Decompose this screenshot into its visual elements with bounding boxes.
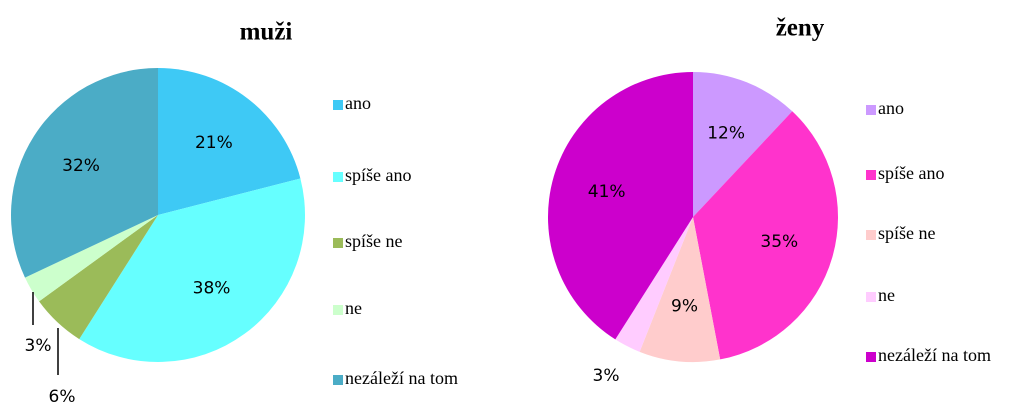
- legend-swatch: [866, 292, 876, 302]
- pie-slice: [548, 72, 693, 340]
- data-label: 6%: [49, 387, 76, 405]
- legend-label: nezáleží na tom: [345, 368, 458, 388]
- legend-swatch: [866, 170, 876, 180]
- legend-swatch: [333, 375, 343, 385]
- data-label: 12%: [707, 123, 745, 143]
- legend-label: nezáleží na tom: [878, 345, 991, 365]
- legend-swatch: [333, 305, 343, 315]
- data-label: 9%: [671, 297, 698, 317]
- chart-title: muži: [240, 19, 293, 46]
- legend-label: ne: [345, 298, 362, 318]
- pie-slice: [158, 68, 301, 215]
- legend-label: spíše ne: [878, 223, 936, 243]
- data-label: 3%: [25, 336, 52, 356]
- legend-swatch: [866, 230, 876, 240]
- legend-label: ne: [878, 285, 895, 305]
- pie-slice: [615, 217, 693, 352]
- legend-swatch: [866, 105, 876, 115]
- data-label: 3%: [593, 366, 620, 386]
- legend-label: spíše ne: [345, 231, 403, 251]
- legend-label: spíše ano: [345, 165, 412, 185]
- pie-slice: [39, 215, 158, 340]
- legend-swatch: [866, 352, 876, 362]
- legend-swatch: [333, 100, 343, 110]
- legend-label: ano: [345, 93, 371, 113]
- pie-slice: [24, 215, 159, 302]
- data-label: 35%: [760, 232, 798, 252]
- data-label: 21%: [195, 133, 233, 153]
- legend-label: ano: [878, 98, 904, 118]
- legend-swatch: [333, 172, 343, 182]
- data-label: 41%: [588, 182, 626, 202]
- chart-title: ženy: [776, 15, 825, 42]
- pie-slice: [79, 178, 305, 362]
- data-label: 38%: [193, 279, 231, 299]
- legend-label: spíše ano: [878, 163, 945, 183]
- legend-swatch: [333, 238, 343, 248]
- data-label: 32%: [62, 156, 100, 176]
- pie-slice: [10, 68, 158, 278]
- pie-slice: [693, 72, 793, 217]
- pie-slice: [639, 217, 721, 362]
- pie-slice: [693, 111, 839, 360]
